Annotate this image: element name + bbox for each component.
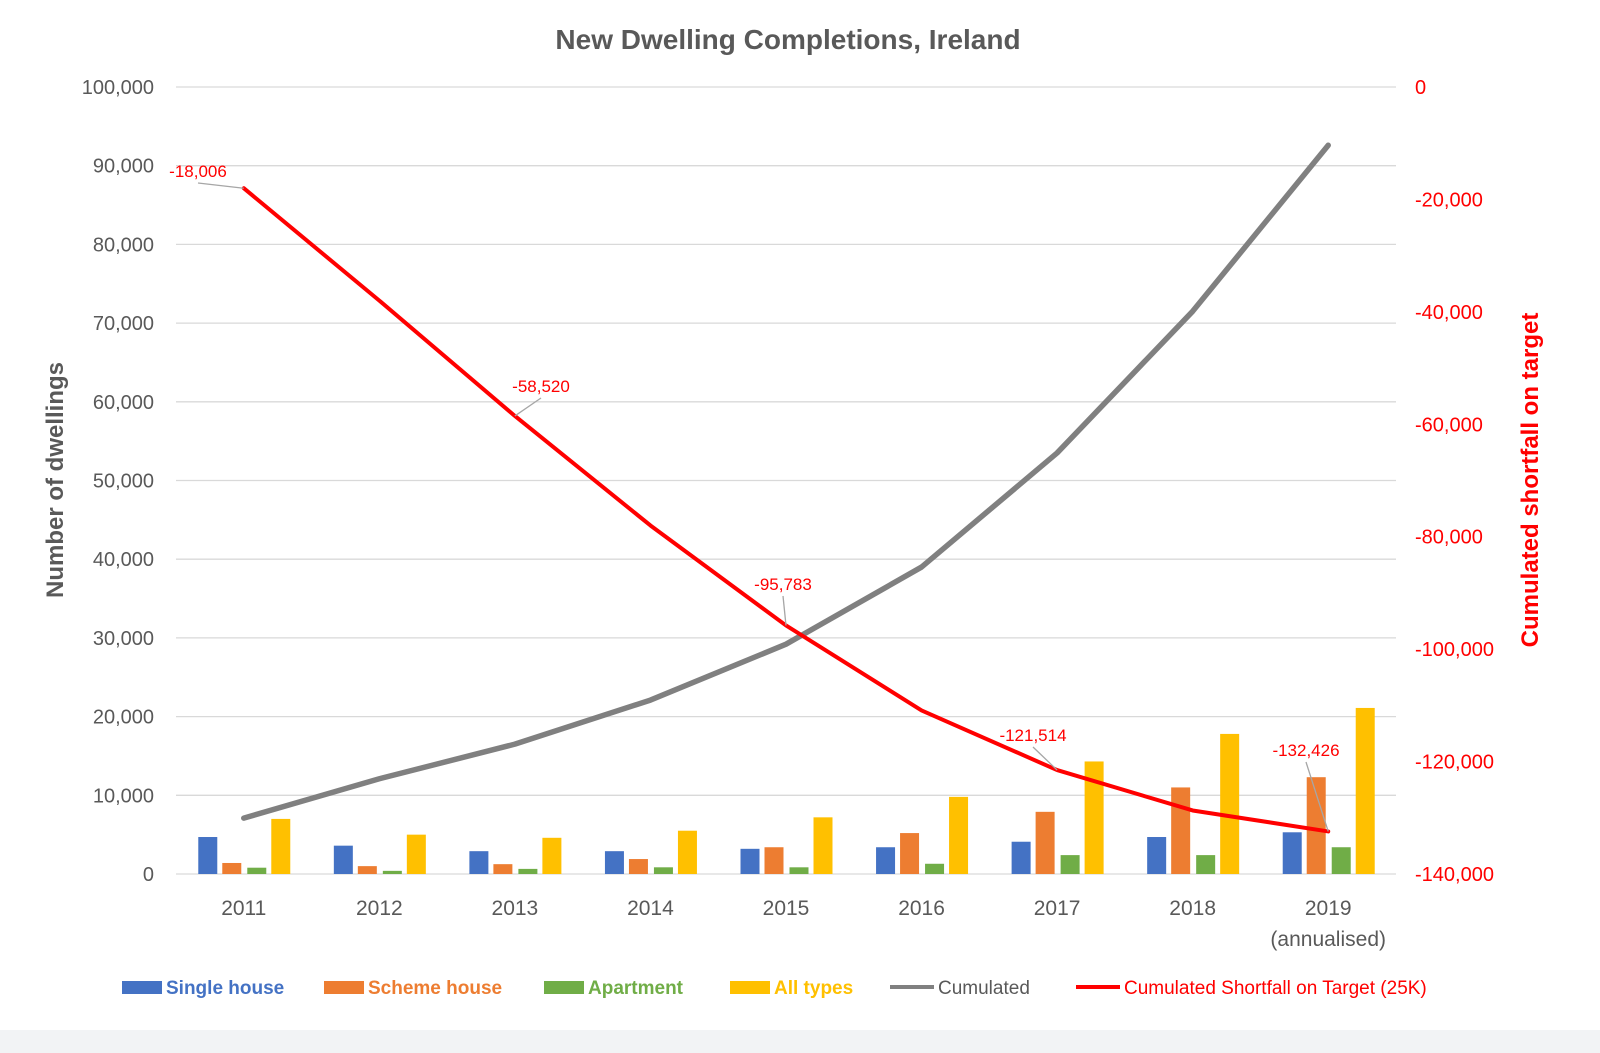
legend-label: Cumulated Shortfall on Target (25K) xyxy=(1124,978,1427,999)
legend-swatch xyxy=(122,981,162,994)
x-tick-label: 2017 xyxy=(1034,897,1081,920)
legend-label: Cumulated xyxy=(938,978,1030,999)
data-label: -18,006 xyxy=(169,162,227,181)
y-tick-label: 10,000 xyxy=(93,785,154,807)
y2-tick-label: -40,000 xyxy=(1415,302,1483,324)
bar-all-types xyxy=(542,837,562,874)
y-tick-label: 100,000 xyxy=(82,77,154,99)
bottom-strip xyxy=(0,1030,1600,1053)
bar-apartment xyxy=(1196,855,1216,874)
bar-all-types xyxy=(406,834,426,874)
y-tick-label: 80,000 xyxy=(93,234,154,256)
bar-scheme-house xyxy=(628,859,648,874)
bar-single-house xyxy=(198,837,218,874)
bar-all-types xyxy=(949,796,969,874)
bar-single-house xyxy=(876,847,896,874)
bar-scheme-house xyxy=(764,847,784,874)
y-tick-label: 0 xyxy=(143,864,154,886)
x-tick-label: 2015 xyxy=(763,897,810,920)
data-label: -58,520 xyxy=(512,377,570,396)
y2-tick-label: -120,000 xyxy=(1415,752,1494,774)
bar-apartment xyxy=(789,867,809,874)
legend-label: Apartment xyxy=(588,978,684,999)
line-cumulated-shortfall-on-target-25k- xyxy=(241,186,1331,834)
data-label: -95,783 xyxy=(754,575,812,594)
bar-single-house xyxy=(1282,832,1302,874)
bar-all-types xyxy=(1220,733,1240,874)
x-tick-label: 2013 xyxy=(492,897,539,920)
data-label-leader xyxy=(197,182,244,189)
legend-label: All types xyxy=(774,978,853,999)
y-tick-label: 60,000 xyxy=(93,392,154,414)
y-tick-label: 30,000 xyxy=(93,628,154,650)
bar-apartment xyxy=(247,867,267,874)
bar-apartment xyxy=(1060,855,1080,874)
x-tick-label: 2016 xyxy=(898,897,945,920)
legend-swatch xyxy=(730,981,770,994)
y2-tick-label: -20,000 xyxy=(1415,189,1483,211)
bar-all-types xyxy=(677,830,697,874)
data-label-leader xyxy=(782,595,787,626)
y2-tick-label: -60,000 xyxy=(1415,414,1483,436)
legend-swatch xyxy=(324,981,364,994)
y-tick-label: 90,000 xyxy=(93,156,154,178)
y2-tick-label: -140,000 xyxy=(1415,864,1494,886)
bar-scheme-house xyxy=(357,866,377,874)
legend-label: Scheme house xyxy=(368,978,502,999)
x-tick-label: 2018 xyxy=(1169,897,1216,920)
data-label-leader xyxy=(1032,746,1058,771)
y2-tick-label: 0 xyxy=(1415,77,1426,99)
y-tick-label: 70,000 xyxy=(93,313,154,335)
x-tick-sublabel: (annualised) xyxy=(1270,928,1386,951)
bar-single-house xyxy=(1011,841,1031,874)
bar-scheme-house xyxy=(1035,811,1055,874)
bar-apartment xyxy=(653,867,673,874)
bar-all-types xyxy=(271,818,291,874)
y-tick-label: 20,000 xyxy=(93,707,154,729)
bar-scheme-house xyxy=(1171,787,1191,874)
x-tick-label: 2014 xyxy=(627,897,674,920)
y-tick-label: 50,000 xyxy=(93,471,154,493)
data-label: -121,514 xyxy=(999,726,1066,745)
data-label-leader xyxy=(1305,761,1329,832)
x-tick-label: 2019 xyxy=(1305,897,1352,920)
data-label: -132,426 xyxy=(1272,741,1339,760)
legend-label: Single house xyxy=(166,978,284,999)
legend-swatch xyxy=(544,981,584,994)
bar-single-house xyxy=(604,851,624,874)
y-axis-title: Number of dwellings xyxy=(42,362,69,598)
bar-single-house xyxy=(740,848,760,874)
bar-apartment xyxy=(518,868,538,874)
bar-single-house xyxy=(333,845,353,874)
chart-svg: New Dwelling Completions, Ireland Number… xyxy=(42,24,1544,999)
bar-all-types xyxy=(813,817,833,874)
bar-all-types xyxy=(1355,707,1375,874)
bar-apartment xyxy=(925,863,945,874)
bar-apartment xyxy=(1331,847,1351,874)
y2-tick-label: -80,000 xyxy=(1415,527,1483,549)
bar-scheme-house xyxy=(1306,777,1326,874)
bar-scheme-house xyxy=(900,833,920,874)
bar-scheme-house xyxy=(493,864,513,874)
bar-apartment xyxy=(382,870,402,874)
bar-scheme-house xyxy=(222,862,242,874)
y2-axis-title: Cumulated shortfall on target xyxy=(1517,313,1544,648)
x-tick-label: 2012 xyxy=(356,897,403,920)
data-label-leader xyxy=(514,397,542,417)
chart-title: New Dwelling Completions, Ireland xyxy=(555,24,1020,55)
bar-single-house xyxy=(469,851,489,874)
bar-all-types xyxy=(1084,761,1104,874)
line-cumulated xyxy=(241,142,1331,821)
bar-single-house xyxy=(1147,837,1167,874)
y-tick-label: 40,000 xyxy=(93,549,154,571)
y2-tick-label: -100,000 xyxy=(1415,639,1494,661)
x-tick-label: 2011 xyxy=(221,897,266,920)
